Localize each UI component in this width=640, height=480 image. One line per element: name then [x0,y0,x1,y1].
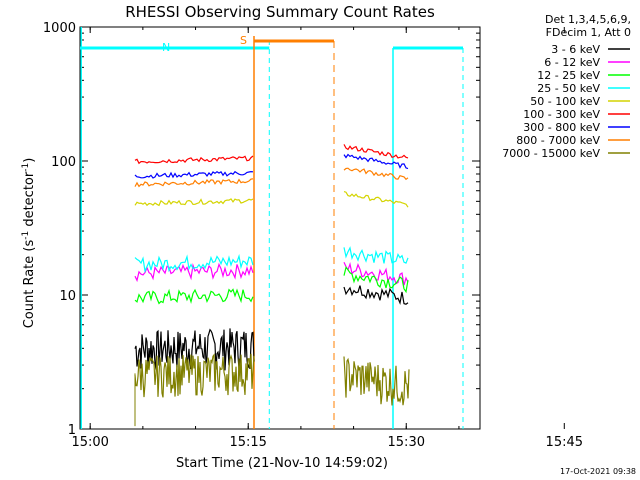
series-line-segment-2 [343,144,409,159]
series-line-segment-2 [343,191,409,208]
y-tick-label: 1000 [43,21,76,36]
series-100-300-kev [134,144,409,165]
series-800-7000-kev [134,167,409,188]
x-tick-label: 15:30 [388,435,425,450]
legend: Det 1,3,4,5,6,9,FDecim 1, Att 0 3 - 6 keV… [502,13,631,160]
series-line-segment-1 [134,353,255,398]
series-7000-15000-kev [134,353,410,406]
series-50-100-kev [134,191,409,208]
legend-label: 300 - 800 keV [523,121,600,134]
saa-annotation: S [240,34,247,47]
legend-label: 12 - 25 keV [537,69,600,82]
x-tick-label: 15:45 [546,435,583,450]
series-line-segment-1 [134,155,254,165]
series-line-segment-1 [134,328,255,371]
series-line-segment-2 [343,167,409,181]
legend-label: 7000 - 15000 keV [502,147,600,160]
legend-label: 100 - 300 keV [523,108,600,121]
series-line-segment-2 [343,153,409,170]
legend-header-line: Det 1,3,4,5,6,9, [545,13,631,26]
legend-label: 50 - 100 keV [530,95,600,108]
series-line-segment-2 [343,266,409,294]
period-markers: NS [80,27,464,429]
y-axis-label: Count Rate (s-1 detector-1) [21,158,37,329]
legend-label: 800 - 7000 keV [516,134,600,147]
series-line-segment-1 [134,170,254,179]
plot-frame [79,26,481,430]
series-line-segment-2 [343,285,409,305]
y-tick-label: 10 [59,289,76,304]
series-3-6-kev [134,285,409,371]
legend-label: 25 - 50 keV [537,82,600,95]
series-group [134,141,410,427]
series-12-25-kev [134,266,409,305]
y-label-sup2: -1 [21,163,31,172]
y-label-part1: Count Rate (s [22,240,37,329]
plot-border [79,26,481,430]
legend-header-line: FDecim 1, Att 0 [546,26,631,39]
x-tick-label: 15:15 [229,435,266,450]
series-line-segment-1 [134,253,254,274]
series-line-segment-2 [343,356,410,406]
x-tick-label: 15:00 [71,435,108,450]
y-axis: 1 10 100 1000 [43,21,480,438]
night-annotation: N [162,41,170,54]
series-6-12-kev [134,261,409,286]
chart-title: RHESSI Observing Summary Count Rates [125,3,435,21]
series-300-800-kev [134,153,409,179]
series-line-segment-1 [134,178,254,188]
footer-date: 17-Oct-2021 09:38 [560,467,636,476]
series-line-segment-1 [134,262,254,283]
series-line-segment-2 [343,246,409,264]
y-tick-label: 1 [68,423,76,438]
series-25-50-kev [134,246,409,274]
y-label-part3: ) [22,158,37,163]
y-label-part2: detector [22,171,37,231]
y-tick-label: 100 [51,155,76,170]
series-line-segment-1 [134,288,254,305]
legend-label: 3 - 6 keV [551,43,600,56]
y-label-sup1: -1 [21,231,31,240]
legend-label: 6 - 12 keV [544,56,600,69]
series-line-segment-1 [134,198,254,207]
x-axis-label: Start Time (21-Nov-10 14:59:02) [176,456,388,471]
